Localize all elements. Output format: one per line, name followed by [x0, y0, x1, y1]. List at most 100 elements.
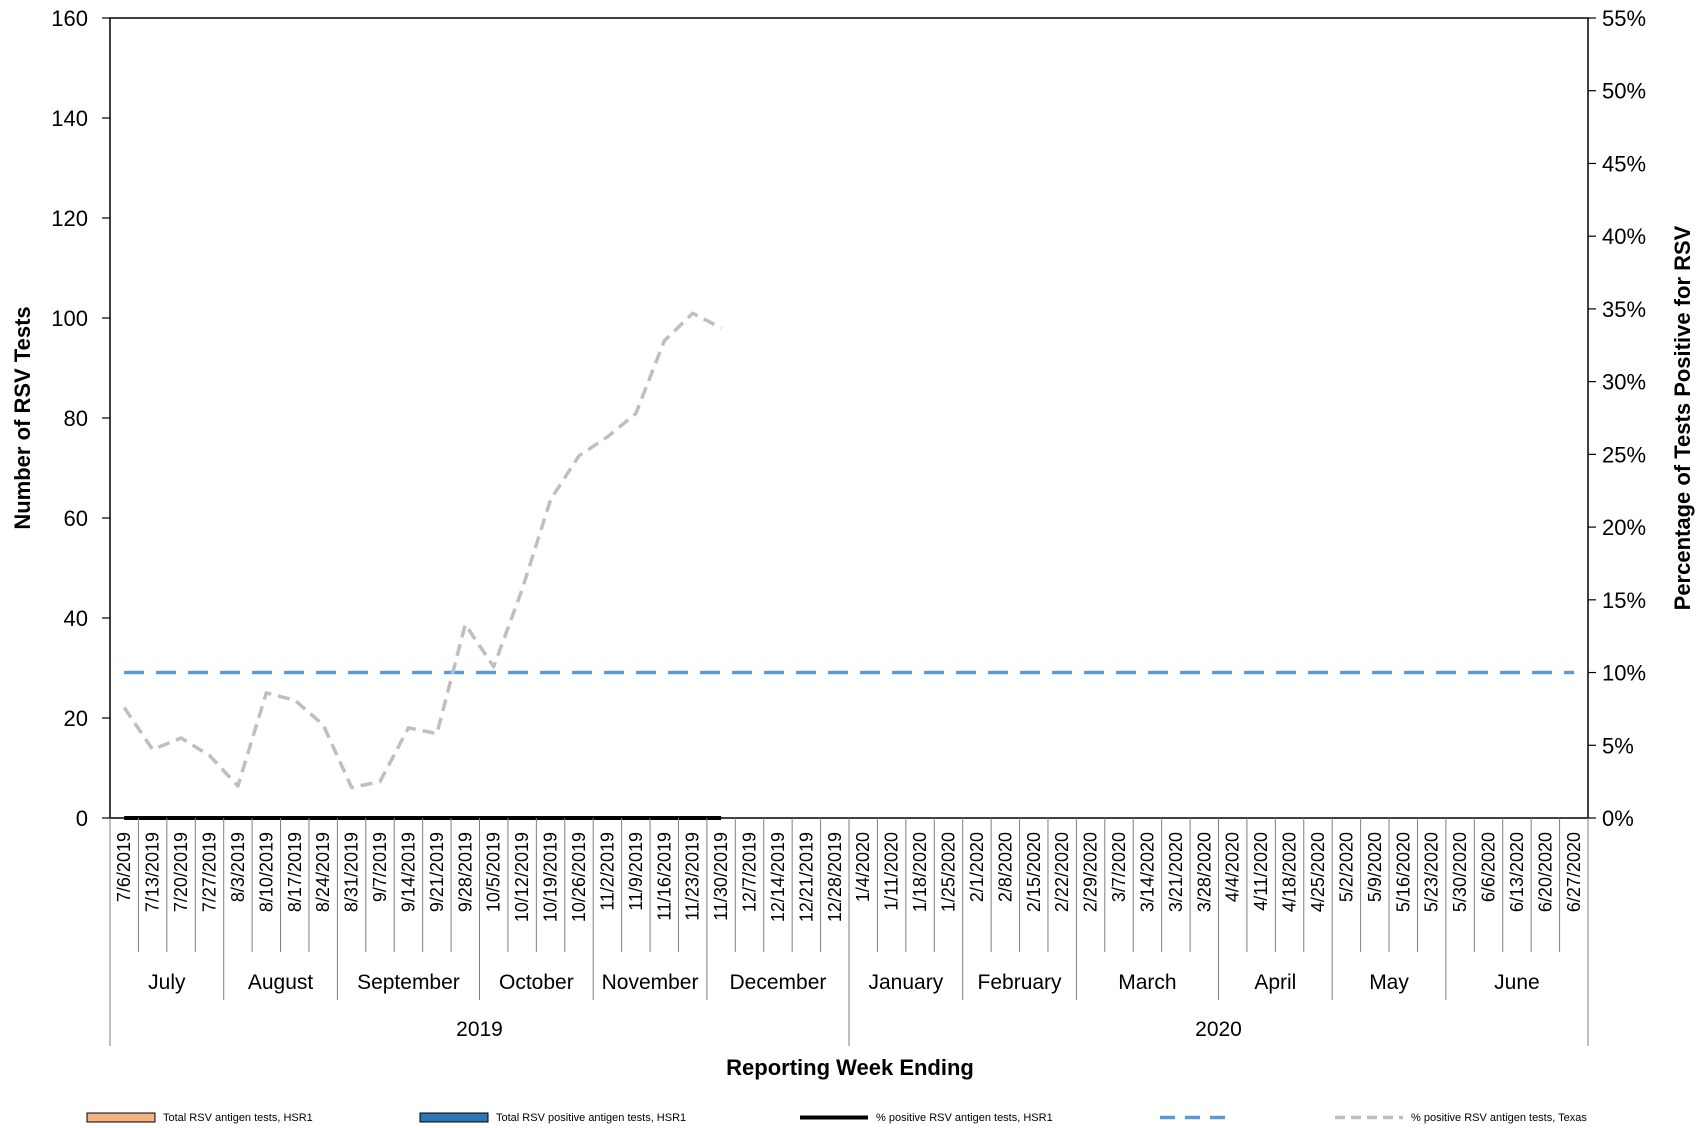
data-point-series-3 — [209, 672, 210, 673]
year-label: 2019 — [456, 1018, 503, 1041]
x-date-label: 2/1/2020 — [967, 832, 987, 902]
x-date-label: 12/14/2019 — [768, 832, 788, 922]
plot-frame — [109, 17, 1589, 819]
x-date-label: 11/16/2019 — [654, 832, 674, 921]
data-point-series-3 — [181, 672, 182, 673]
x-date-label: 2/15/2020 — [1024, 832, 1044, 912]
x-date-label: 8/24/2019 — [313, 832, 333, 912]
data-point-series-3 — [1147, 672, 1148, 673]
data-point-series-3 — [1431, 672, 1432, 673]
x-date-label: 9/7/2019 — [370, 832, 390, 902]
x-date-label: 5/9/2020 — [1365, 832, 1385, 902]
data-point-series-3 — [152, 672, 153, 673]
y-left-tick-label: 0 — [76, 806, 88, 831]
y-right-tick-label: 20% — [1602, 515, 1646, 540]
x-date-label: 5/30/2020 — [1450, 832, 1470, 912]
legend: Total RSV antigen tests, HSR1 Total RSV p… — [86, 1112, 1587, 1124]
y-left-tick-label: 140 — [51, 106, 88, 131]
data-point-series-3 — [1460, 672, 1461, 673]
data-point-series-3 — [891, 672, 892, 673]
x-date-label: 1/18/2020 — [910, 832, 930, 912]
x-date-label: 8/31/2019 — [342, 832, 362, 912]
x-date-label: 1/4/2020 — [853, 832, 873, 902]
y-left-tick-label: 160 — [51, 6, 88, 31]
data-point-series-4 — [152, 749, 153, 750]
data-point-series-4 — [522, 589, 523, 590]
y-axis-left-title: Number of RSV Tests — [10, 306, 35, 529]
data-point-series-3 — [721, 672, 722, 673]
y-right-tick-label: 45% — [1602, 151, 1646, 176]
data-point-series-3 — [1204, 672, 1205, 673]
month-label: June — [1494, 971, 1540, 994]
data-point-series-3 — [692, 672, 693, 673]
left-axis: 0 20 40 60 80 100 120 140 160 — [51, 6, 110, 831]
data-point-series-3 — [1232, 672, 1233, 673]
y-left-tick-label: 20 — [64, 706, 88, 731]
data-point-series-3 — [920, 672, 921, 673]
x-date-label: 9/28/2019 — [455, 832, 475, 912]
data-point-series-4 — [550, 499, 551, 500]
month-label: December — [730, 971, 827, 994]
series-layer — [122, 311, 1576, 820]
x-date-label: 7/13/2019 — [143, 832, 163, 912]
y-right-tick-label: 40% — [1602, 224, 1646, 249]
data-point-series-3 — [408, 672, 409, 673]
x-date-label: 3/7/2020 — [1109, 832, 1129, 902]
y-right-tick-label: 10% — [1602, 661, 1646, 686]
x-date-label: 6/20/2020 — [1535, 832, 1555, 912]
x-date-label: 7/6/2019 — [114, 832, 134, 902]
x-date-label: 1/11/2020 — [882, 832, 902, 911]
data-point-series-3 — [436, 672, 437, 673]
x-date-label: 4/25/2020 — [1308, 832, 1328, 912]
y-left-tick-label: 40 — [64, 606, 88, 631]
y-right-tick-label: 0% — [1602, 806, 1634, 831]
x-date-label: 4/4/2020 — [1223, 832, 1243, 902]
x-date-label: 6/13/2020 — [1507, 832, 1527, 912]
x-date-label: 2/8/2020 — [995, 832, 1015, 902]
x-date-label: 10/19/2019 — [541, 832, 561, 922]
x-date-label: 9/21/2019 — [427, 832, 447, 912]
x-date-label: 11/30/2019 — [711, 832, 731, 921]
x-date-label: 7/20/2019 — [171, 832, 191, 912]
month-label: January — [868, 971, 943, 994]
legend-label: Total RSV positive antigen tests, HSR1 — [496, 1112, 686, 1124]
x-date-label: 11/23/2019 — [683, 832, 703, 921]
y-right-tick-label: 50% — [1602, 79, 1646, 104]
x-date-label: 5/23/2020 — [1422, 832, 1442, 912]
x-date-label: 12/7/2019 — [740, 832, 760, 912]
x-date-label: 10/12/2019 — [512, 832, 532, 922]
x-date-label: 11/2/2019 — [597, 832, 617, 911]
x-date-label: 6/6/2020 — [1479, 832, 1499, 902]
month-label: March — [1118, 971, 1176, 994]
y-left-tick-label: 120 — [51, 206, 88, 231]
y-left-tick-label: 60 — [64, 506, 88, 531]
x-date-label: 12/28/2019 — [825, 832, 845, 922]
y-left-tick-label: 100 — [51, 306, 88, 331]
data-point-series-4 — [436, 733, 437, 734]
legend-label: % positive RSV antigen tests, HSR1 — [876, 1112, 1053, 1124]
legend-label: % positive RSV antigen tests, Texas — [1411, 1112, 1587, 1124]
y-axis-right-title: Percentage of Tests Positive for RSV — [1670, 225, 1695, 610]
x-date-label: 6/27/2020 — [1564, 832, 1584, 912]
data-point-series-4 — [465, 624, 466, 625]
right-axis: 0% 5% 10% 15% 20% 25% 30% 35% 40% 45% 50% 55% — [1588, 6, 1646, 831]
month-label: April — [1254, 971, 1296, 994]
month-label: October — [499, 971, 574, 994]
y-left-tick-label: 80 — [64, 406, 88, 431]
month-label: July — [148, 971, 186, 994]
x-date-label: 4/18/2020 — [1280, 832, 1300, 912]
month-label: February — [978, 971, 1063, 994]
legend-label: Total RSV antigen tests, HSR1 — [163, 1112, 313, 1124]
line-series-4 — [122, 311, 722, 790]
x-date-label: 8/17/2019 — [285, 832, 305, 912]
month-label: September — [357, 971, 460, 994]
x-date-label: 4/11/2020 — [1251, 832, 1271, 911]
year-label: 2020 — [1195, 1018, 1242, 1041]
x-date-label: 3/14/2020 — [1137, 832, 1157, 912]
month-label: May — [1369, 971, 1409, 994]
x-date-label: 3/21/2020 — [1166, 832, 1186, 912]
data-point-series-3 — [1403, 672, 1404, 673]
x-date-label: 8/3/2019 — [228, 832, 248, 902]
x-date-label: 1/25/2020 — [938, 832, 958, 912]
